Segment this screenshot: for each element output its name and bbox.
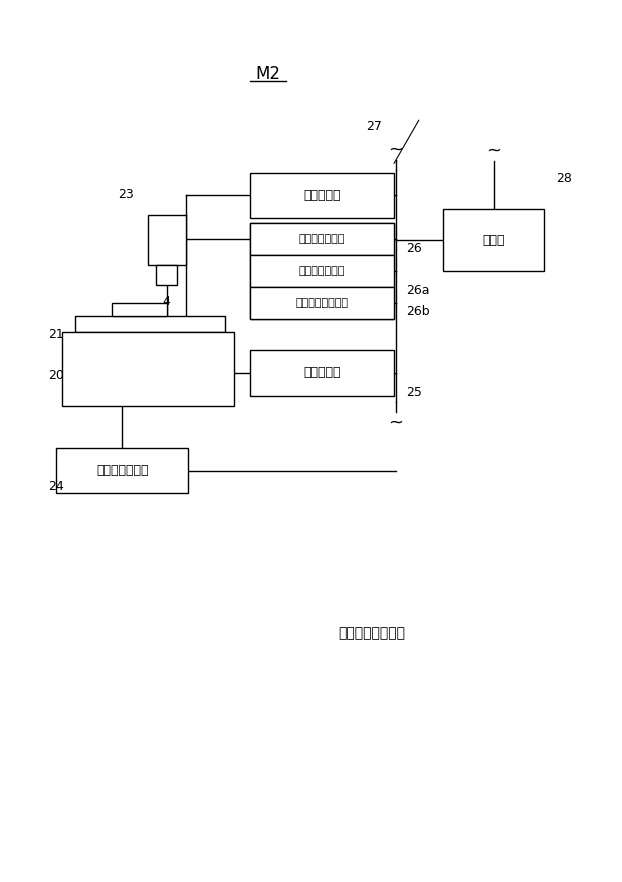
Text: 28: 28: [557, 172, 572, 185]
Text: 26b: 26b: [406, 305, 430, 318]
Text: 認識処理部: 認識処理部: [303, 189, 340, 202]
Text: 21: 21: [49, 328, 64, 341]
Text: テーブル駆動部: テーブル駆動部: [96, 464, 149, 477]
Bar: [249, 350, 394, 395]
Text: ２３　検査カメラ: ２３ 検査カメラ: [338, 626, 406, 640]
Text: M2: M2: [256, 65, 281, 83]
Text: 半田位置検出部: 半田位置検出部: [299, 265, 345, 276]
Text: 24: 24: [49, 480, 64, 493]
Text: 20: 20: [49, 369, 64, 382]
Bar: [156, 265, 177, 285]
Bar: [249, 222, 394, 255]
Bar: [249, 222, 394, 318]
Bar: [443, 210, 544, 271]
Text: 26: 26: [406, 243, 422, 255]
Bar: [75, 316, 225, 332]
Bar: [62, 332, 234, 406]
Bar: [249, 255, 394, 287]
Bar: [249, 287, 394, 318]
Bar: [57, 448, 188, 493]
Text: 位置ずれ量算出部: 位置ずれ量算出部: [295, 297, 348, 308]
Bar: [111, 303, 167, 316]
Bar: [148, 214, 186, 265]
Text: 検査制御部: 検査制御部: [303, 366, 340, 379]
Text: 通信部: 通信部: [482, 234, 505, 247]
Text: 26a: 26a: [406, 284, 430, 297]
Text: 27: 27: [366, 120, 382, 133]
Text: 25: 25: [406, 386, 422, 400]
Text: 4: 4: [162, 295, 170, 308]
Text: ~: ~: [388, 414, 403, 431]
Bar: [249, 173, 394, 218]
Text: 印刷検査処理部: 印刷検査処理部: [299, 234, 345, 243]
Text: ~: ~: [486, 142, 501, 160]
Text: ~: ~: [388, 140, 403, 158]
Text: 23: 23: [118, 188, 134, 201]
